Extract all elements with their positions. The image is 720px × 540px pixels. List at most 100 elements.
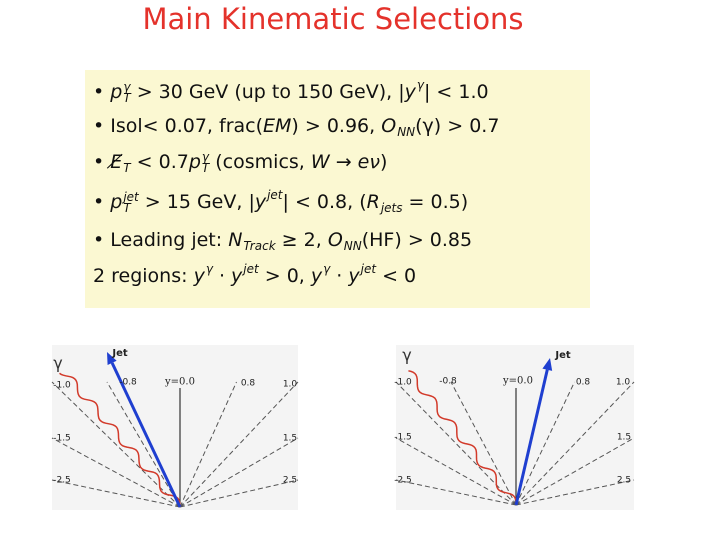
text: (cosmics, <box>209 151 311 173</box>
rapidity-line <box>179 479 299 508</box>
bullet: • <box>93 229 111 251</box>
rapidity-line <box>179 437 299 508</box>
scripts: Track <box>243 239 276 253</box>
rapidity-line <box>515 479 635 506</box>
math-symbol: p <box>110 191 123 213</box>
text-line: • E̸ T < 0.7p γ T (cosmics, W → eν) <box>93 149 387 175</box>
math-symbol: y <box>193 265 205 287</box>
text-line: • p jet T > 15 GeV, |y jet | < 0.8, (R jets =… <box>93 188 469 215</box>
diagram-label: 1.5 <box>283 434 297 444</box>
rapidity-line <box>450 381 517 506</box>
math-symbol: y <box>348 265 360 287</box>
slide-title: Main Kinematic Selections <box>142 2 524 36</box>
diagram-label: -2.5 <box>53 476 71 486</box>
diagram-label: 1.0 <box>616 378 631 388</box>
diagram-label: -1.0 <box>53 381 71 391</box>
text: · <box>212 265 232 287</box>
diagram-label: 0.8 <box>576 378 591 388</box>
math-symbol: y <box>254 191 267 213</box>
text: → <box>329 151 358 173</box>
rapidity-line <box>51 437 181 508</box>
scripts: NN <box>343 239 362 253</box>
diagram-label: γ <box>53 354 62 373</box>
jet <box>110 362 182 508</box>
diagram-label: y=0.0 <box>164 377 195 388</box>
rapidity-line <box>515 381 635 506</box>
text: | < 1.0 <box>423 81 489 103</box>
math-symbol: EM <box>263 115 292 137</box>
photon <box>408 370 517 505</box>
subscript: T <box>123 200 131 215</box>
scripts: jet <box>243 263 258 275</box>
scripts: γ <box>205 262 213 276</box>
text: < 0 <box>376 265 417 287</box>
subscript: T <box>201 160 210 175</box>
scripts: jet T <box>123 191 138 215</box>
jet-arrowhead <box>107 352 117 365</box>
scripts: jet <box>360 262 377 276</box>
superscript: γ <box>323 262 331 276</box>
bullet: • <box>93 115 111 137</box>
diagram-label: 1.0 <box>283 380 298 390</box>
text-line: • Isol< 0.07, frac(EM) > 0.96, O NN (γ) > … <box>93 114 499 138</box>
math-symbol: R <box>366 191 380 213</box>
photon <box>59 372 181 508</box>
diagram-panel <box>396 345 634 510</box>
scripts: γ <box>416 78 424 92</box>
diagram-label: -0.8 <box>439 377 457 387</box>
text: < 0.7 <box>130 151 189 173</box>
diagram-label: -1.5 <box>53 434 71 444</box>
scripts: jet <box>267 188 283 202</box>
superscript: γ <box>205 262 213 276</box>
math-symbol: y <box>231 265 243 287</box>
rapidity-line <box>106 381 181 508</box>
rapidity-line <box>51 381 181 508</box>
math-symbol: y <box>310 265 323 287</box>
text: > 0, <box>258 265 311 287</box>
text: (γ) > 0.7 <box>415 115 500 137</box>
superscript: γ <box>123 79 131 94</box>
superscript: γ <box>201 149 209 164</box>
subscript: Track <box>243 239 276 253</box>
math-symbol: y <box>404 81 416 103</box>
rapidity-line <box>51 479 181 508</box>
rapidity-line <box>395 479 517 506</box>
diagram-label: γ <box>402 346 411 365</box>
diagram-label: Jet <box>111 348 128 359</box>
jet-arrowhead <box>542 358 553 371</box>
math-symbol: p <box>110 81 123 103</box>
subscript: NN <box>343 239 362 253</box>
bullet: • <box>93 151 111 173</box>
scripts: γ <box>323 262 331 276</box>
text: | < 0.8, ( <box>282 191 367 213</box>
diagram-label: -1.5 <box>394 433 412 443</box>
diagram-label: 0.8 <box>241 379 256 389</box>
bullet: • <box>93 81 111 103</box>
text: 2 regions: <box>93 265 194 287</box>
text: = 0.5) <box>402 191 469 213</box>
diagram-label: 2.5 <box>283 476 297 486</box>
math-symbol: eν <box>357 151 380 173</box>
math-symbol: p <box>188 151 201 173</box>
superscript: γ <box>416 78 424 92</box>
text: Leading jet: <box>110 229 229 251</box>
text: ) > 0.96, <box>291 115 382 137</box>
subscript: jets <box>380 201 403 215</box>
text: > 30 GeV (up to 150 GeV), | <box>130 81 405 103</box>
subscript: T <box>123 90 131 105</box>
diagram-label: Jet <box>554 350 571 361</box>
superscript: jet <box>267 188 283 202</box>
text: (HF) > 0.85 <box>361 229 473 251</box>
diagram-label: 2.5 <box>617 476 631 486</box>
scripts: NN <box>397 126 415 138</box>
diagram-label: -0.8 <box>119 378 137 388</box>
math-symbol: W <box>310 151 330 173</box>
rapidity-line <box>395 437 517 506</box>
text: ≥ 2, <box>275 229 328 251</box>
superscript: jet <box>360 262 377 276</box>
